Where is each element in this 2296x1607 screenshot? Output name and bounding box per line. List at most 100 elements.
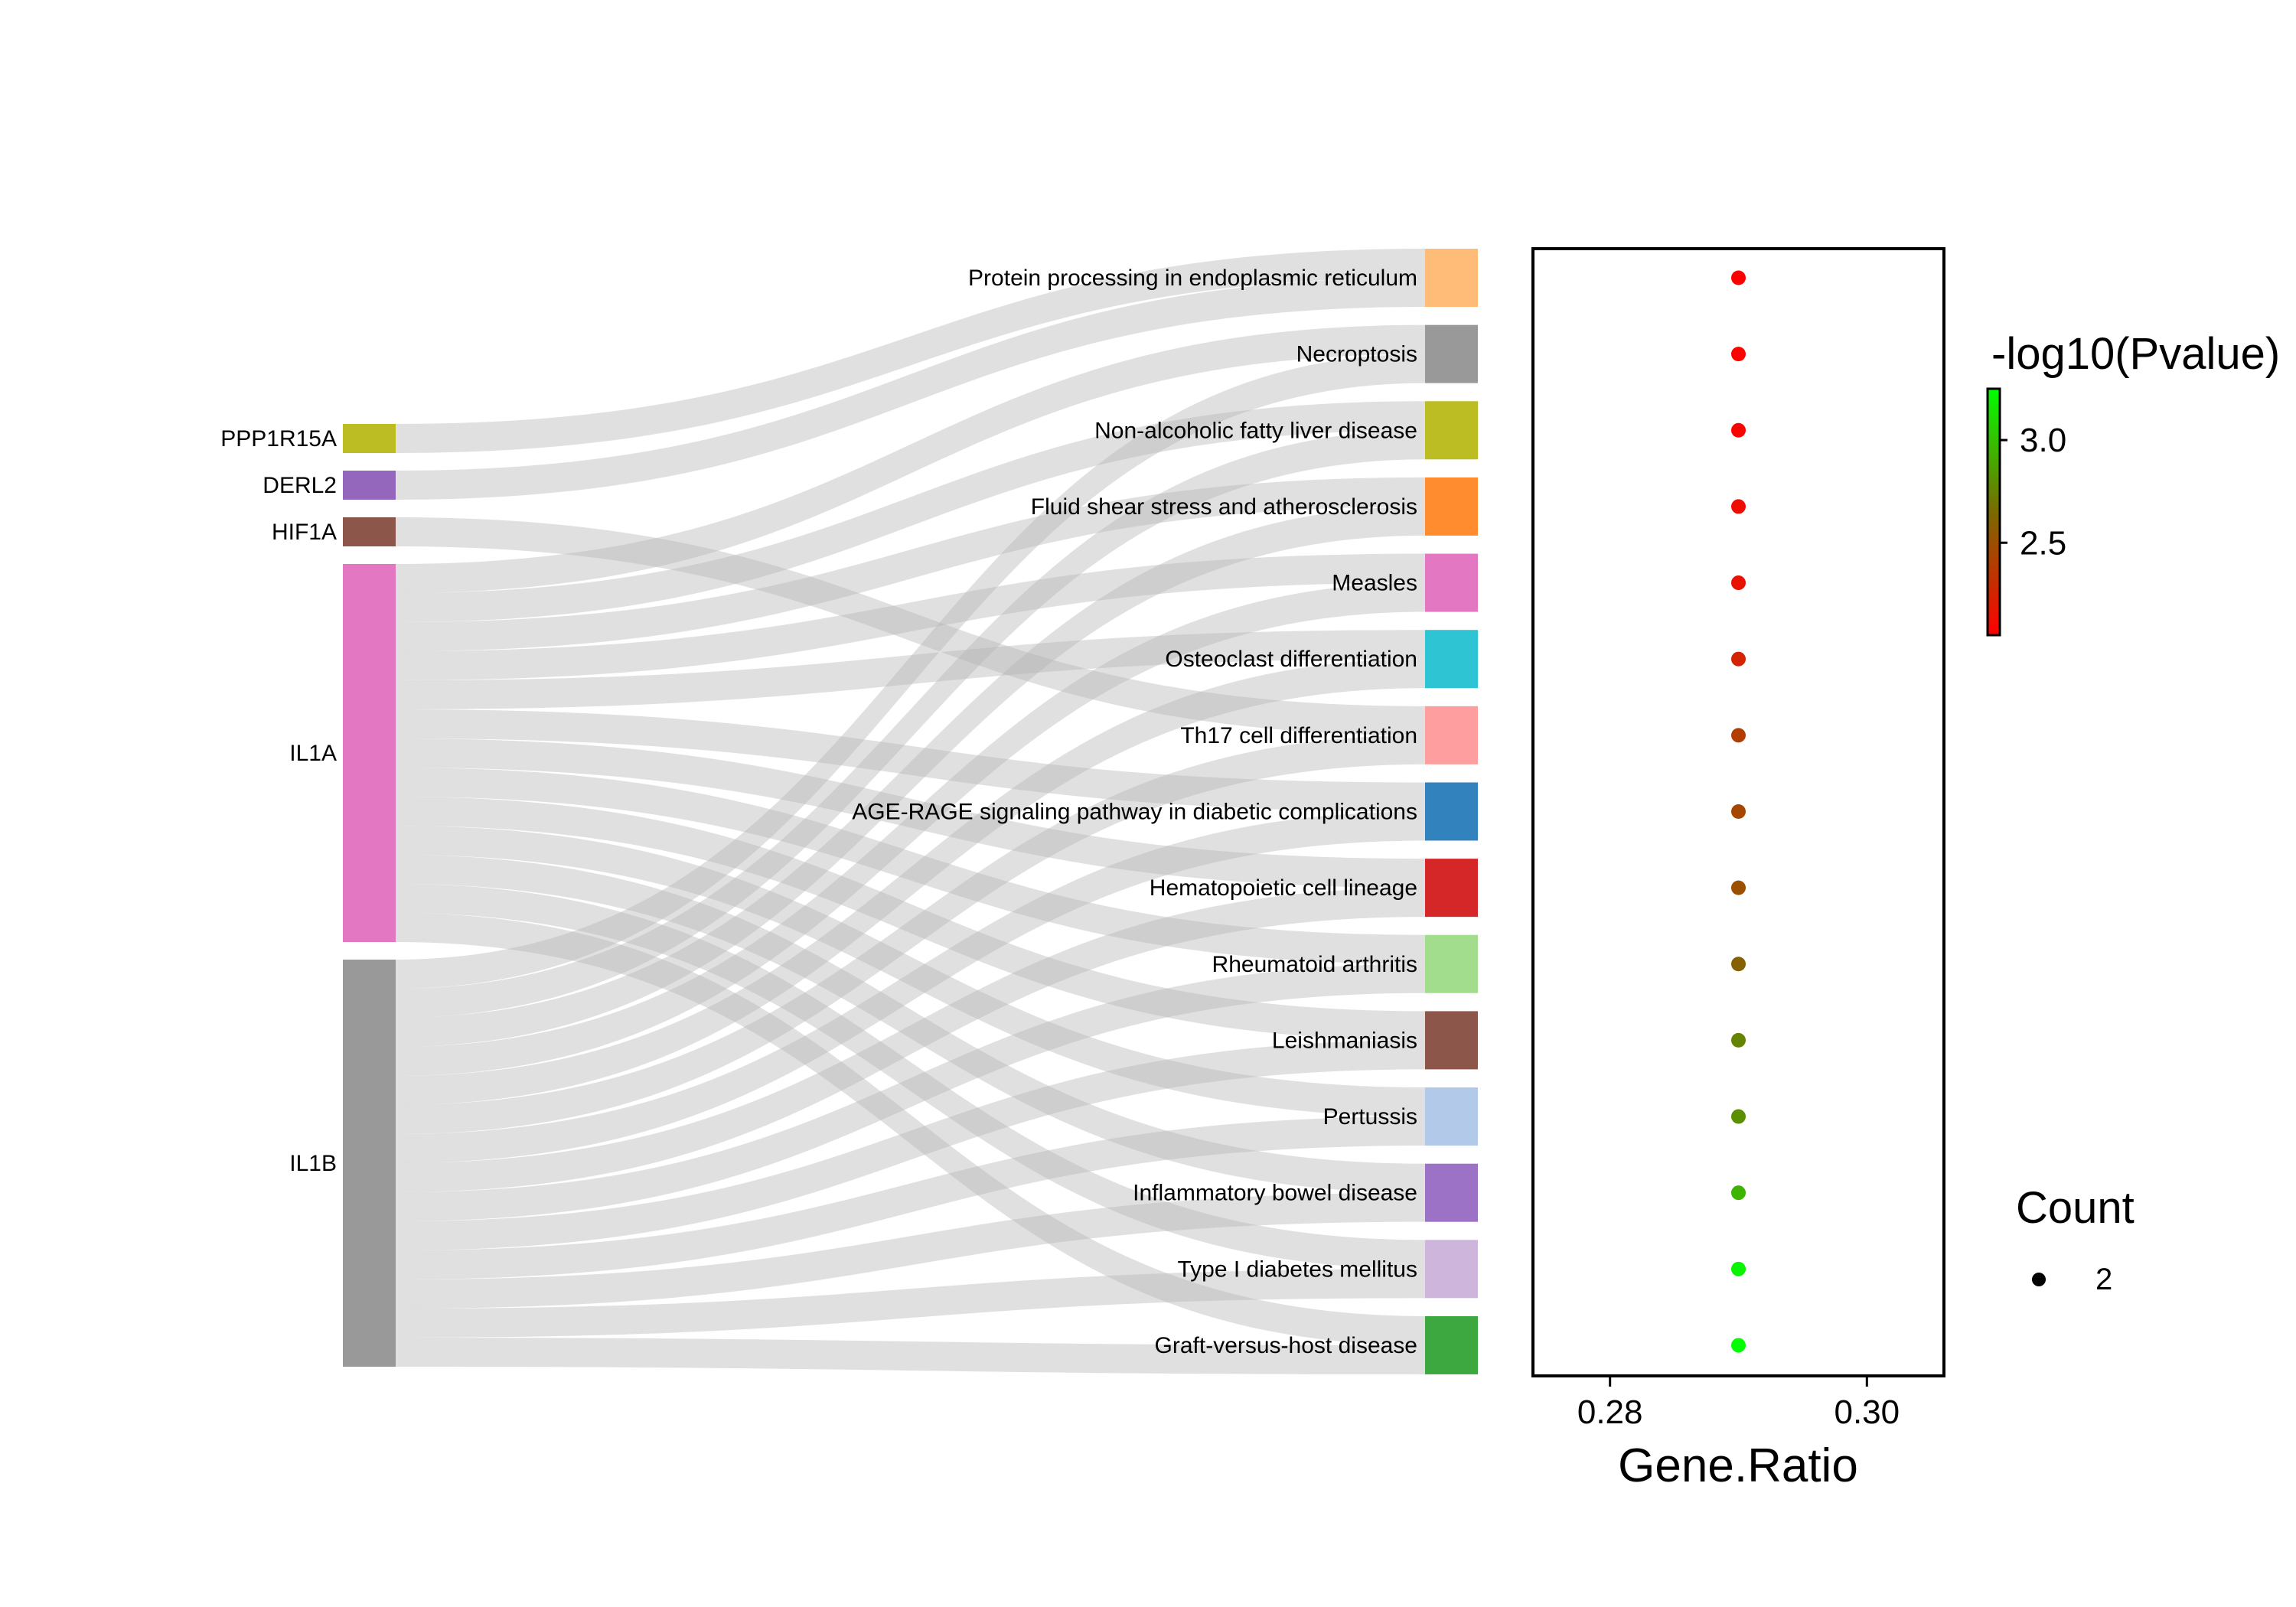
pathway-label-measles: Measles [1332, 571, 1417, 596]
pathway-label-type-i-diabetes-mellitus: Type I diabetes mellitus [1178, 1257, 1418, 1282]
gene-node-derl2 [343, 471, 396, 500]
dot-osteoclast-differentiation [1731, 651, 1746, 667]
size-legend-title: Count [2016, 1183, 2135, 1233]
pathway-label-age-rage-signaling-pathway-in-diabetic-complications: AGE-RAGE signaling pathway in diabetic c… [852, 799, 1417, 824]
gene-node-il1b [343, 960, 396, 1367]
pathway-label-inflammatory-bowel-disease: Inflammatory bowel disease [1133, 1181, 1417, 1206]
flow-hif1a-to-th17-cell-differentiation [396, 517, 1425, 735]
pathway-node-non-alcoholic-fatty-liver-disease [1425, 401, 1478, 460]
flow-il1a-to-fluid-shear-stress-and-atherosclerosis [396, 477, 1425, 651]
flow-il1a-to-age-rage-signaling-pathway-in-diabetic-complications [396, 709, 1425, 812]
pathway-label-graft-versus-host-disease: Graft-versus-host disease [1155, 1333, 1417, 1358]
pathway-node-type-i-diabetes-mellitus [1425, 1240, 1478, 1299]
dot-th17-cell-differentiation [1731, 728, 1746, 743]
flow-il1a-to-necroptosis [396, 324, 1425, 593]
sankey-flows [396, 249, 1425, 1374]
gene-nodes: PPP1R15A DERL2 HIF1A IL1A IL1B [220, 424, 396, 1367]
dot-measles [1731, 575, 1746, 591]
gene-label-hif1a: HIF1A [272, 520, 337, 545]
flow-il1b-to-graft-versus-host-disease [396, 1338, 1425, 1374]
pathway-nodes: Protein processing in endoplasmic reticu… [852, 249, 1478, 1374]
flow-il1b-to-fluid-shear-stress-and-atherosclerosis [396, 506, 1425, 1047]
pathway-node-osteoclast-differentiation [1425, 630, 1478, 689]
dot-necroptosis [1731, 347, 1746, 362]
dot-graft-versus-host-disease [1731, 1338, 1746, 1353]
pathway-node-measles [1425, 553, 1478, 612]
pathway-label-hematopoietic-cell-lineage: Hematopoietic cell lineage [1150, 875, 1417, 901]
colorbar-tick-label-0: 2.5 [2020, 524, 2066, 562]
flow-il1b-to-non-alcoholic-fatty-liver-disease [396, 430, 1425, 1018]
flow-il1b-to-type-i-diabetes-mellitus [396, 1269, 1425, 1338]
flow-derl2-to-protein-processing-in-endoplasmic-reticulum [396, 278, 1425, 500]
flow-il1b-to-inflammatory-bowel-disease [396, 1192, 1425, 1309]
dot-pertussis [1731, 1109, 1746, 1124]
pathway-node-inflammatory-bowel-disease [1425, 1163, 1478, 1222]
flow-ppp1r15a-to-protein-processing-in-endoplasmic-reticulum [396, 249, 1425, 453]
pathway-node-graft-versus-host-disease [1425, 1315, 1478, 1374]
pathway-label-th17-cell-differentiation: Th17 cell differentiation [1180, 723, 1417, 748]
x-tick-label-1: 0.30 [1834, 1393, 1900, 1431]
colorbar-title: -log10(Pvalue) [1991, 329, 2280, 379]
pathway-node-age-rage-signaling-pathway-in-diabetic-complications [1425, 782, 1478, 841]
pathway-label-osteoclast-differentiation: Osteoclast differentiation [1165, 647, 1417, 672]
pathway-label-leishmaniasis: Leishmaniasis [1272, 1028, 1417, 1053]
gene-label-derl2: DERL2 [263, 473, 337, 498]
dotplot-panel: 0.28 0.30 Gene.Ratio [1531, 247, 1945, 1492]
colorbar-legend: -log10(Pvalue) 2.5 3.0 [1986, 329, 2280, 637]
gene-label-il1a: IL1A [289, 741, 337, 766]
colorbar [1986, 387, 2001, 637]
flow-il1a-to-graft-versus-host-disease [396, 913, 1425, 1345]
flow-il1a-to-leishmaniasis [396, 797, 1425, 1041]
dotplot-frame [1531, 247, 1945, 1377]
flow-il1b-to-measles [396, 582, 1425, 1076]
size-legend-items: 2 [2032, 1263, 2112, 1296]
pathway-node-necroptosis [1425, 324, 1478, 383]
dot-hematopoietic-cell-lineage [1731, 880, 1746, 895]
flow-il1b-to-age-rage-signaling-pathway-in-diabetic-complications [396, 811, 1425, 1163]
flow-il1a-to-rheumatoid-arthritis [396, 768, 1425, 964]
flow-il1b-to-th17-cell-differentiation [396, 735, 1425, 1134]
gene-label-il1b: IL1B [289, 1151, 337, 1176]
size-legend-label-0: 2 [2095, 1263, 2112, 1296]
gene-node-hif1a [343, 517, 396, 546]
size-legend: Count 2 [2016, 1183, 2135, 1296]
pathway-label-necroptosis: Necroptosis [1296, 342, 1417, 367]
dot-type-i-diabetes-mellitus [1731, 1261, 1746, 1276]
pathway-label-rheumatoid-arthritis: Rheumatoid arthritis [1212, 952, 1417, 977]
pathway-label-fluid-shear-stress-and-atherosclerosis: Fluid shear stress and atherosclerosis [1031, 494, 1417, 520]
flow-il1b-to-hematopoietic-cell-lineage [396, 888, 1425, 1192]
colorbar-ticks: 2.5 3.0 [2000, 422, 2066, 562]
flow-il1b-to-pertussis [396, 1116, 1425, 1279]
x-axis-title: Gene.Ratio [1618, 1439, 1858, 1492]
gene-node-il1a [343, 564, 396, 942]
flow-il1a-to-measles [396, 553, 1425, 680]
pathway-node-rheumatoid-arthritis [1425, 934, 1478, 993]
size-legend-dot-0 [2032, 1273, 2046, 1286]
pathway-node-protein-processing-in-endoplasmic-reticulum [1425, 249, 1478, 307]
flow-il1b-to-necroptosis [396, 354, 1425, 989]
x-tick-label-0: 0.28 [1577, 1393, 1643, 1431]
pathway-node-th17-cell-differentiation [1425, 706, 1478, 764]
colorbar-tick-label-1: 3.0 [2020, 422, 2066, 459]
flow-il1b-to-leishmaniasis [396, 1040, 1425, 1250]
pathway-label-pertussis: Pertussis [1323, 1104, 1417, 1129]
flow-il1a-to-inflammatory-bowel-disease [396, 855, 1425, 1193]
flow-il1a-to-non-alcoholic-fatty-liver-disease [396, 401, 1425, 622]
dot-age-rage-signaling-pathway-in-diabetic-complications [1731, 804, 1746, 819]
dot-fluid-shear-stress-and-atherosclerosis [1731, 499, 1746, 514]
dotplot-points [1731, 270, 1746, 1353]
flow-il1a-to-pertussis [396, 826, 1425, 1117]
pathway-node-hematopoietic-cell-lineage [1425, 859, 1478, 918]
x-axis-ticks: 0.28 0.30 [1577, 1376, 1900, 1431]
flow-il1b-to-osteoclast-differentiation [396, 659, 1425, 1105]
flow-il1a-to-type-i-diabetes-mellitus [396, 884, 1425, 1270]
dot-rheumatoid-arthritis [1731, 957, 1746, 972]
dot-non-alcoholic-fatty-liver-disease [1731, 422, 1746, 438]
flow-il1b-to-rheumatoid-arthritis [396, 963, 1425, 1221]
flow-il1a-to-hematopoietic-cell-lineage [396, 738, 1425, 888]
dot-inflammatory-bowel-disease [1731, 1185, 1746, 1201]
pathway-node-pertussis [1425, 1087, 1478, 1146]
dot-leishmaniasis [1731, 1032, 1746, 1048]
gene-label-ppp1r15a: PPP1R15A [220, 426, 337, 451]
